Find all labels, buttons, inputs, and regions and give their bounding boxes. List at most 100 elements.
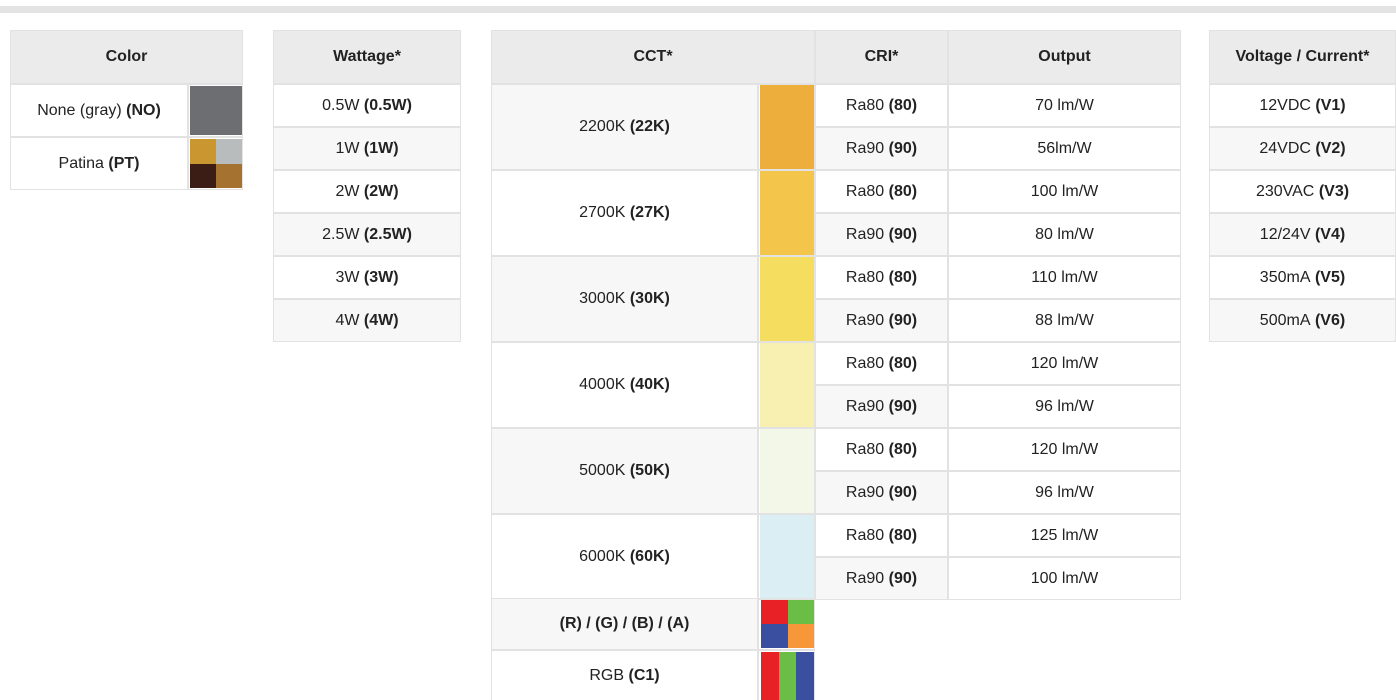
label: Ra80 xyxy=(846,183,884,201)
cri-cell: Ra80 (80) xyxy=(815,170,948,213)
cri-cell: Ra80 (80) xyxy=(815,428,948,471)
code: (NO) xyxy=(126,102,161,120)
output: 120 lm/W xyxy=(1031,355,1099,373)
code: (4W) xyxy=(364,312,399,330)
output: 80 lm/W xyxy=(1035,226,1094,244)
row-cell: 12VDC (V1) xyxy=(1209,84,1396,127)
row-cell: 12/24V (V4) xyxy=(1209,213,1396,256)
code: (80) xyxy=(889,527,917,545)
code: (22K) xyxy=(630,118,670,136)
label: Ra90 xyxy=(846,140,884,158)
code: (0.5W) xyxy=(364,97,412,115)
header: Color xyxy=(106,48,148,66)
cct-cell: 6000K (60K) xyxy=(491,514,758,600)
output: 70 lm/W xyxy=(1035,97,1094,115)
swatch xyxy=(788,600,815,624)
label: 2W xyxy=(335,183,359,201)
code: (90) xyxy=(889,226,917,244)
output: 96 lm/W xyxy=(1035,398,1094,416)
row-cell: 1W (1W) xyxy=(273,127,461,170)
swatch xyxy=(779,652,797,700)
code: (C1) xyxy=(629,667,660,685)
label: RGB xyxy=(589,667,624,685)
output-cell: 70 lm/W xyxy=(948,84,1181,127)
swatch xyxy=(788,624,815,648)
top-bar xyxy=(0,6,1396,13)
label: 350mA xyxy=(1260,269,1311,287)
label: None (gray) xyxy=(37,102,121,120)
header-cell: CCT* xyxy=(491,30,815,84)
label: 3000K xyxy=(579,290,625,308)
label: Ra80 xyxy=(846,441,884,459)
cri-cell: Ra80 (80) xyxy=(815,514,948,557)
label: 6000K xyxy=(579,548,625,566)
cct-cell: RGB (C1) xyxy=(491,650,758,700)
swatch xyxy=(190,139,216,164)
code: (PT) xyxy=(108,155,139,173)
row-cell: 2.5W (2.5W) xyxy=(273,213,461,256)
label: 2700K xyxy=(579,204,625,222)
code: (V1) xyxy=(1315,97,1345,115)
output-cell: 96 lm/W xyxy=(948,385,1181,428)
label: 3W xyxy=(335,269,359,287)
row-cell: 4W (4W) xyxy=(273,299,461,342)
label: Ra80 xyxy=(846,97,884,115)
swatch xyxy=(760,515,814,599)
output: 120 lm/W xyxy=(1031,441,1099,459)
swatch xyxy=(760,343,814,427)
output-cell: 120 lm/W xyxy=(948,342,1181,385)
code: (V2) xyxy=(1315,140,1345,158)
code: (3W) xyxy=(364,269,399,287)
code: (80) xyxy=(889,183,917,201)
code: (V5) xyxy=(1315,269,1345,287)
label: Patina xyxy=(59,155,104,173)
code: (2.5W) xyxy=(364,226,412,244)
swatch xyxy=(760,429,814,513)
code: (90) xyxy=(889,140,917,158)
code: (60K) xyxy=(630,548,670,566)
code: (2W) xyxy=(364,183,399,201)
label: 4W xyxy=(335,312,359,330)
row-cell: 24VDC (V2) xyxy=(1209,127,1396,170)
label: 12VDC xyxy=(1259,97,1311,115)
label: 24VDC xyxy=(1259,140,1311,158)
swatch xyxy=(760,257,814,341)
code: (V4) xyxy=(1315,226,1345,244)
header-cell: Output xyxy=(948,30,1181,84)
cct-cell: 2700K (27K) xyxy=(491,170,758,256)
label: 0.5W xyxy=(322,97,359,115)
label: Ra90 xyxy=(846,398,884,416)
output: 100 lm/W xyxy=(1031,570,1099,588)
row-cell: 0.5W (0.5W) xyxy=(273,84,461,127)
page: ColorNone (gray) (NO)Patina (PT)Wattage*… xyxy=(0,0,1396,700)
swatch xyxy=(216,164,242,189)
row-cell: None (gray) (NO) xyxy=(10,84,188,137)
code: (90) xyxy=(889,484,917,502)
output-cell: 110 lm/W xyxy=(948,256,1181,299)
row-cell: Patina (PT) xyxy=(10,137,188,190)
swatch xyxy=(761,600,788,624)
output-cell: 100 lm/W xyxy=(948,557,1181,600)
swatch xyxy=(216,139,242,164)
code: (40K) xyxy=(630,376,670,394)
output-cell: 56lm/W xyxy=(948,127,1181,170)
header: Output xyxy=(1038,48,1090,66)
code: (50K) xyxy=(630,462,670,480)
header: Wattage* xyxy=(333,48,401,66)
label: 230VAC xyxy=(1256,183,1314,201)
output: 96 lm/W xyxy=(1035,484,1094,502)
output: 100 lm/W xyxy=(1031,183,1099,201)
output: 125 lm/W xyxy=(1031,527,1099,545)
cct-cell: 5000K (50K) xyxy=(491,428,758,514)
label: Ra90 xyxy=(846,570,884,588)
label: 500mA xyxy=(1260,312,1311,330)
output-cell: 100 lm/W xyxy=(948,170,1181,213)
output: 88 lm/W xyxy=(1035,312,1094,330)
swatch xyxy=(761,624,788,648)
output-cell: 80 lm/W xyxy=(948,213,1181,256)
label: 2200K xyxy=(579,118,625,136)
header-cell: Voltage / Current* xyxy=(1209,30,1396,84)
code: (V6) xyxy=(1315,312,1345,330)
cri-cell: Ra90 (90) xyxy=(815,299,948,342)
output-cell: 125 lm/W xyxy=(948,514,1181,557)
